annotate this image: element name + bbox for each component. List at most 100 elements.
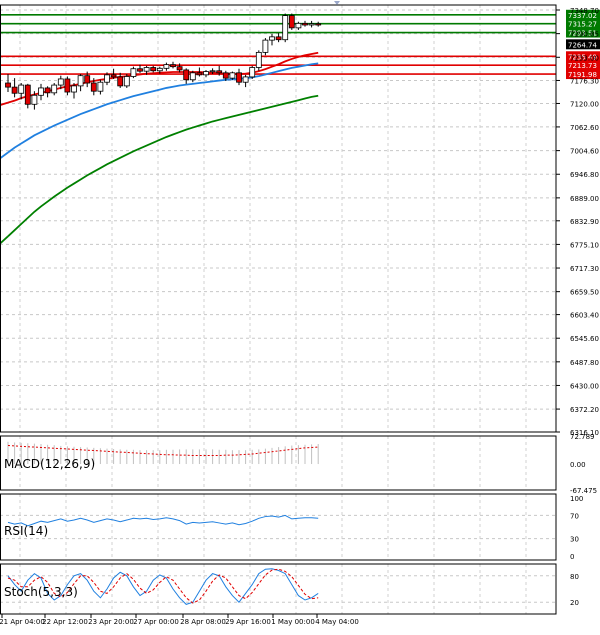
rsi-line — [7, 514, 319, 527]
stoch-label: Stoch(5,3,3) — [4, 585, 78, 599]
x-tick-label: 29 Apr 16:00 — [225, 618, 271, 626]
panel-frame — [0, 563, 557, 615]
candle-body — [255, 51, 262, 68]
level-label: 7337.02 — [568, 12, 597, 20]
level-tag — [566, 18, 600, 29]
y-tick-label: 6372.20 — [570, 406, 599, 414]
candle-body — [288, 15, 295, 29]
candle-body — [269, 36, 275, 41]
candle-body — [189, 72, 196, 81]
moving-average-line — [0, 151, 9, 160]
y-tick-label: 6946.80 — [570, 171, 599, 179]
y-tick-label: 6603.40 — [570, 312, 599, 320]
y-tick-label: 7062.60 — [570, 124, 599, 132]
stoch-d-line — [7, 568, 319, 604]
candle-body — [143, 67, 150, 72]
rsi-tick-label: 30 — [570, 536, 579, 544]
level-tag — [566, 27, 600, 38]
rsi-tick-label: 70 — [570, 512, 579, 520]
candle-body — [64, 78, 71, 93]
level-label: 7293.51 — [568, 30, 597, 38]
candle-body — [31, 94, 38, 105]
stoch-tick-label: 20 — [570, 599, 579, 607]
moving-averages — [0, 51, 319, 245]
rsi-tick-label: 0 — [570, 553, 574, 561]
rsi-label: RSI(14) — [4, 524, 48, 538]
scroll-marker-icon — [334, 1, 340, 5]
y-axis-labels: 7348.70 7290.85 7233.00 7176.30 7120.00 7062.… — [556, 7, 599, 437]
x-tick-label: 27 Apr 00:00 — [133, 618, 179, 626]
candle-body — [18, 84, 25, 94]
y-tick-label: 6717.30 — [570, 265, 599, 273]
y-tick-label: 7290.85 — [570, 31, 599, 39]
candle-body — [51, 84, 58, 94]
panel-frame — [0, 493, 557, 561]
candle-body — [222, 72, 229, 79]
x-tick-label: 1 May 00:00 — [271, 618, 315, 626]
x-tick-label: 21 Apr 04:00 — [0, 618, 45, 626]
candle-body — [150, 67, 157, 72]
stoch-panel: Stoch(5,3,3) 80 20 — [0, 568, 579, 607]
candle-body — [11, 86, 18, 94]
candle-body — [176, 66, 183, 71]
rsi-panel: RSI(14) 100 70 30 0 — [0, 495, 583, 561]
macd-tick-label: -67.475 — [570, 487, 597, 495]
level-tag — [566, 39, 600, 50]
candle-body — [249, 67, 256, 78]
candles — [5, 13, 322, 110]
moving-average-line — [0, 235, 9, 245]
level-label: 7191.98 — [568, 71, 597, 79]
candle-body — [156, 67, 163, 72]
candle-body — [110, 74, 117, 78]
level-label: 7264.74 — [568, 41, 597, 49]
y-tick-label: 7120.00 — [570, 100, 599, 108]
candle-body — [315, 23, 322, 26]
candle-body — [216, 70, 223, 74]
y-tick-label: 6832.90 — [570, 218, 599, 226]
x-tick-label: 4 May 04:00 — [315, 618, 359, 626]
level-label: 7235.49 — [568, 53, 597, 61]
panel-frame — [0, 435, 557, 491]
macd-panel: MACD(12,26,9) 72.789 0.00 -67.475 — [4, 433, 597, 495]
macd-tick-label: 0.00 — [570, 461, 586, 469]
candle-body — [57, 78, 64, 86]
candle-body — [275, 36, 282, 41]
candle-body — [84, 75, 91, 84]
stoch-tick-label: 80 — [570, 573, 579, 581]
candle-body — [117, 76, 124, 87]
candle-body — [308, 23, 315, 26]
grid — [0, 5, 556, 614]
candle-body — [5, 82, 11, 88]
candle-body — [130, 68, 137, 77]
moving-average-line — [7, 51, 319, 104]
candle-body — [38, 87, 44, 96]
y-tick-label: 6316.10 — [570, 429, 599, 437]
y-tick-label: 6889.00 — [570, 195, 599, 203]
y-tick-label: 6545.60 — [570, 335, 599, 343]
moving-average-line — [7, 94, 319, 237]
moving-average-line — [0, 101, 9, 106]
panel-frame — [0, 4, 557, 433]
level-tag — [566, 51, 600, 62]
candle-body — [242, 76, 249, 83]
candle-body — [90, 82, 97, 92]
x-tick-label: 23 Apr 20:00 — [88, 618, 134, 626]
candle-body — [170, 64, 176, 68]
candle-body — [77, 75, 84, 87]
moving-average-line — [7, 62, 319, 154]
macd-label: MACD(12,26,9) — [4, 457, 95, 471]
candle-body — [295, 22, 302, 29]
y-tick-label: 7004.60 — [570, 148, 599, 156]
candle-body — [196, 72, 203, 76]
candle-body — [137, 68, 143, 72]
level-label: 7213.73 — [568, 62, 597, 70]
candle-body — [44, 87, 51, 94]
candle-body — [163, 64, 170, 69]
x-tick-label: 28 Apr 08:00 — [180, 618, 226, 626]
y-tick-label: 6775.10 — [570, 241, 599, 249]
candle-body — [71, 85, 77, 93]
y-tick-label: 7176.30 — [570, 77, 599, 85]
candle-body — [24, 84, 31, 105]
